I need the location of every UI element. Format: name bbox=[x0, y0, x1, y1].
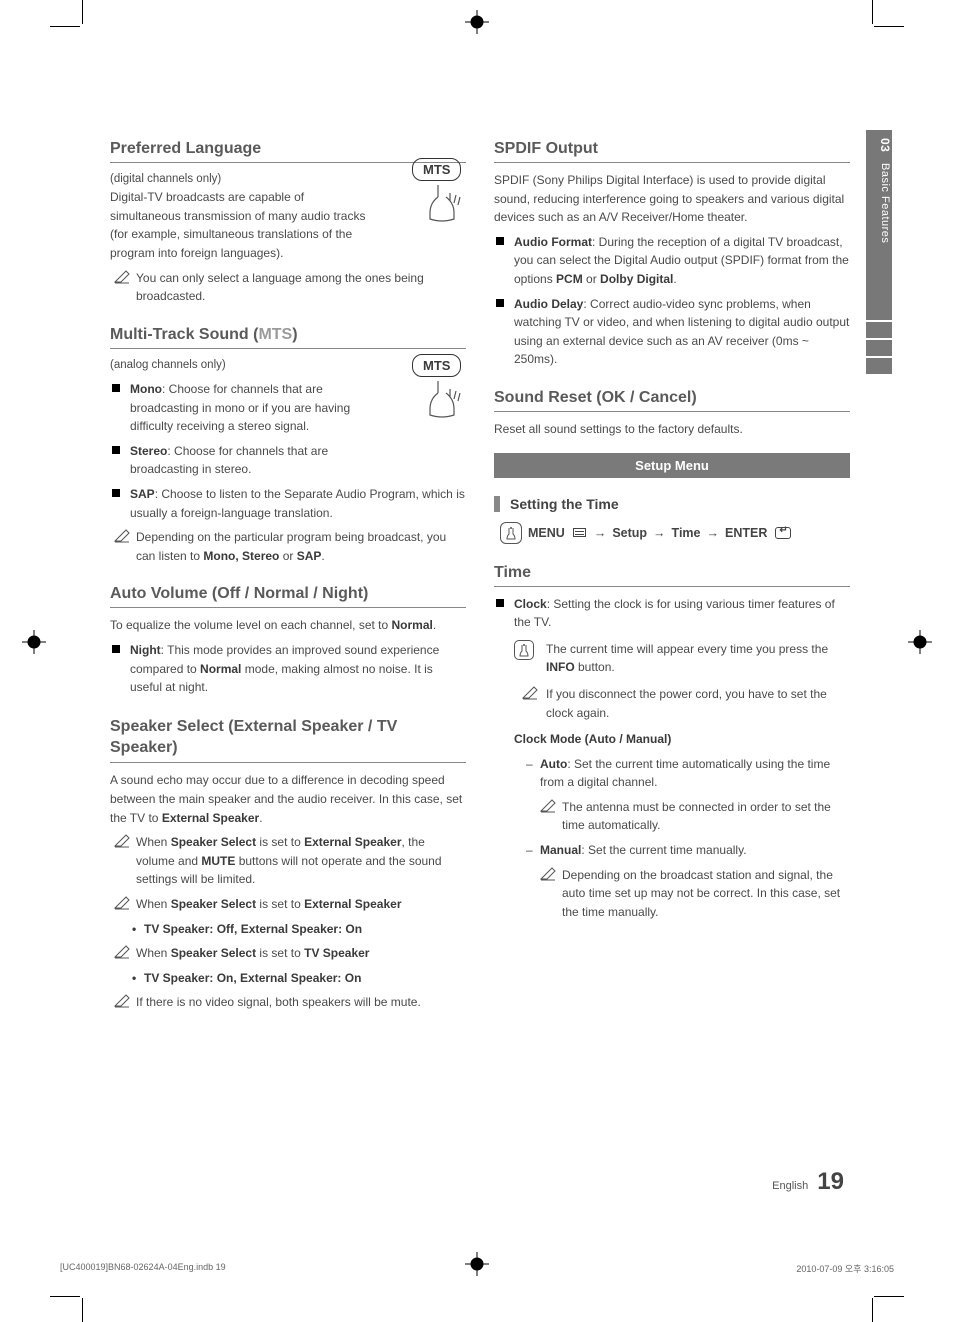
option-list: Night: This mode provides an improved so… bbox=[110, 641, 466, 697]
chapter-number: 03 bbox=[878, 138, 892, 152]
mts-button-icon: MTS bbox=[412, 158, 472, 223]
list-item: Audio Delay: Correct audio-video sync pr… bbox=[494, 295, 850, 369]
note: If you disconnect the power cord, you ha… bbox=[514, 685, 850, 722]
arrow: → bbox=[594, 526, 607, 540]
section-spdif: SPDIF Output bbox=[494, 140, 850, 163]
paragraph: To equalize the volume level on each cha… bbox=[110, 616, 466, 635]
note-icon bbox=[114, 529, 130, 543]
list-item: SAP: Choose to listen to the Separate Au… bbox=[110, 485, 466, 522]
remote-note: The current time will appear every time … bbox=[514, 640, 850, 677]
mts-button-icon: MTS bbox=[412, 354, 472, 419]
paragraph: SPDIF (Sony Philips Digital Interface) i… bbox=[494, 171, 850, 227]
print-timestamp: 2010-07-09 오후 3:16:05 bbox=[796, 1262, 894, 1275]
clock-mode-heading: Clock Mode (Auto / Manual) bbox=[514, 730, 850, 749]
left-column: Preferred Language (digital channels onl… bbox=[110, 130, 466, 1018]
enter-glyph-icon bbox=[775, 527, 791, 539]
arrow: → bbox=[707, 526, 720, 540]
list-item: Audio Format: During the reception of a … bbox=[494, 233, 850, 289]
chapter-label: Basic Features bbox=[879, 163, 891, 243]
registration-mark-icon bbox=[908, 630, 932, 654]
note-icon bbox=[114, 896, 130, 910]
menu-glyph-icon bbox=[573, 528, 586, 537]
remote-icon bbox=[514, 640, 534, 660]
registration-mark-icon bbox=[465, 10, 489, 34]
crop-mark bbox=[872, 1298, 873, 1322]
dash-item: Manual: Set the current time manually. D… bbox=[514, 841, 850, 921]
bullet-item: TV Speaker: On, External Speaker: On bbox=[110, 969, 466, 988]
footer-lang: English bbox=[772, 1180, 808, 1192]
page-footer: English 19 bbox=[772, 1168, 844, 1196]
note-icon bbox=[114, 945, 130, 959]
note-icon bbox=[114, 270, 130, 284]
menu-section-banner: Setup Menu bbox=[494, 453, 850, 478]
print-file: [UC400019]BN68-02624A-04Eng.indb 19 bbox=[60, 1262, 226, 1275]
option-list: Audio Format: During the reception of a … bbox=[494, 233, 850, 369]
paragraph: Digital-TV broadcasts are capable of sim… bbox=[110, 188, 373, 262]
note: The antenna must be connected in order t… bbox=[540, 798, 850, 835]
section-time: Time bbox=[494, 564, 850, 587]
crop-mark bbox=[874, 26, 904, 27]
note-icon bbox=[540, 799, 556, 813]
note: When Speaker Select is set to TV Speaker bbox=[114, 944, 466, 963]
note: If there is no video signal, both speake… bbox=[114, 993, 466, 1012]
note: Depending on the particular program bein… bbox=[114, 528, 466, 565]
page-content: Preferred Language (digital channels onl… bbox=[110, 130, 850, 1018]
paragraph: Reset all sound settings to the factory … bbox=[494, 420, 850, 439]
list-item: Clock: Setting the clock is for using va… bbox=[494, 595, 850, 922]
option-list: Clock: Setting the clock is for using va… bbox=[494, 595, 850, 922]
section-speaker-select: Speaker Select (External Speaker / TV Sp… bbox=[110, 717, 466, 764]
note: When Speaker Select is set to External S… bbox=[114, 895, 466, 914]
note-icon bbox=[114, 994, 130, 1008]
menu-navigation-path: MENU → Setup → Time → ENTER bbox=[500, 522, 850, 544]
crop-mark bbox=[82, 1298, 83, 1322]
registration-mark-icon bbox=[22, 630, 46, 654]
list-item: Stereo: Choose for channels that are bro… bbox=[110, 442, 388, 479]
arrow: → bbox=[653, 526, 666, 540]
section-auto-volume: Auto Volume (Off / Normal / Night) bbox=[110, 585, 466, 608]
chapter-side-tab: 03 Basic Features bbox=[866, 130, 892, 320]
list-item: Mono: Choose for channels that are broad… bbox=[110, 380, 366, 436]
note: When Speaker Select is set to External S… bbox=[114, 833, 466, 889]
note: You can only select a language among the… bbox=[114, 269, 466, 306]
page-number: 19 bbox=[817, 1168, 844, 1195]
sub-heading-setting-time: Setting the Time bbox=[494, 496, 850, 512]
crop-mark bbox=[82, 0, 83, 24]
crop-mark bbox=[872, 0, 873, 24]
note-icon bbox=[522, 686, 538, 700]
note-icon bbox=[114, 834, 130, 848]
dash-item: Auto: Set the current time automatically… bbox=[514, 755, 850, 835]
list-item: Night: This mode provides an improved so… bbox=[110, 641, 466, 697]
print-job-footer: [UC400019]BN68-02624A-04Eng.indb 19 2010… bbox=[60, 1262, 894, 1275]
crop-mark bbox=[50, 1296, 80, 1297]
paragraph: A sound echo may occur due to a differen… bbox=[110, 771, 466, 827]
crop-mark bbox=[874, 1296, 904, 1297]
remote-icon bbox=[500, 522, 522, 544]
right-column: SPDIF Output SPDIF (Sony Philips Digital… bbox=[494, 130, 850, 1018]
section-mts: Multi-Track Sound (MTS) bbox=[110, 326, 466, 349]
thumb-index bbox=[866, 322, 892, 376]
section-sound-reset: Sound Reset (OK / Cancel) bbox=[494, 389, 850, 412]
note: Depending on the broadcast station and s… bbox=[540, 866, 850, 922]
note-icon bbox=[540, 867, 556, 881]
crop-mark bbox=[50, 26, 80, 27]
bullet-item: TV Speaker: Off, External Speaker: On bbox=[110, 920, 466, 939]
